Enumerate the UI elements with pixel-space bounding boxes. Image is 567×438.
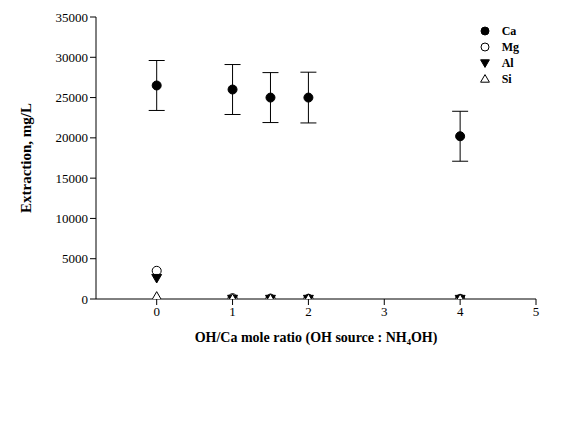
svg-text:15000: 15000 — [56, 171, 89, 186]
svg-text:5: 5 — [533, 304, 540, 319]
svg-text:30000: 30000 — [56, 50, 89, 65]
html-text:Al: Al — [501, 56, 514, 70]
svg-text:0: 0 — [153, 304, 160, 319]
svg-text:1: 1 — [229, 304, 236, 319]
html-text:Mg: Mg — [501, 40, 519, 54]
svg-text:25000: 25000 — [56, 90, 89, 105]
svg-text:20000: 20000 — [56, 130, 89, 145]
svg-text:2: 2 — [305, 304, 312, 319]
html-text:Si: Si — [501, 72, 512, 86]
svg-text:4: 4 — [457, 304, 464, 319]
svg-text:10000: 10000 — [56, 211, 89, 226]
svg-text:OH/Ca mole ratio (OH source :: OH/Ca mole ratio (OH source : NH₄OH) — [195, 330, 438, 346]
svg-text:0: 0 — [82, 292, 89, 307]
html-text:Ca: Ca — [501, 24, 517, 38]
svg-text:Extraction, mg/L: Extraction, mg/L — [18, 103, 34, 213]
svg-text:3: 3 — [381, 304, 388, 319]
svg-text:5000: 5000 — [62, 251, 88, 266]
svg-text:35000: 35000 — [56, 10, 89, 25]
